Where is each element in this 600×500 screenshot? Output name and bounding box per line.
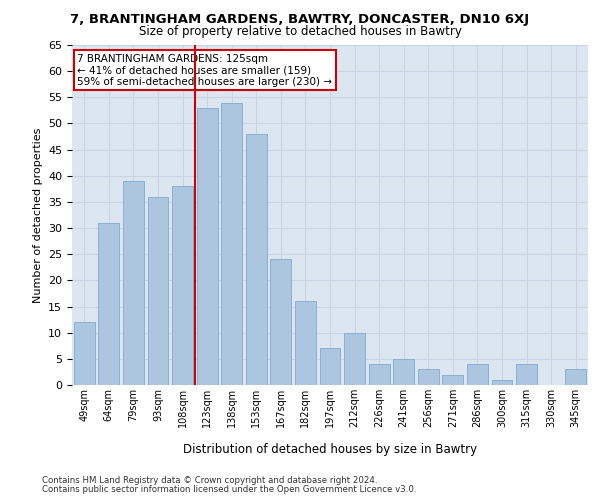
Bar	[320, 348, 340, 385]
Bar	[418, 370, 439, 385]
Y-axis label: Number of detached properties: Number of detached properties	[32, 128, 43, 302]
Bar	[148, 196, 169, 385]
Bar	[123, 181, 144, 385]
Bar	[368, 364, 389, 385]
Text: 7 BRANTINGHAM GARDENS: 125sqm
← 41% of detached houses are smaller (159)
59% of : 7 BRANTINGHAM GARDENS: 125sqm ← 41% of d…	[77, 54, 332, 86]
Text: Distribution of detached houses by size in Bawtry: Distribution of detached houses by size …	[183, 442, 477, 456]
Bar	[74, 322, 95, 385]
Bar	[344, 332, 365, 385]
Bar	[565, 370, 586, 385]
Bar	[393, 359, 414, 385]
Bar	[491, 380, 512, 385]
Bar	[221, 102, 242, 385]
Bar	[467, 364, 488, 385]
Text: 7, BRANTINGHAM GARDENS, BAWTRY, DONCASTER, DN10 6XJ: 7, BRANTINGHAM GARDENS, BAWTRY, DONCASTE…	[70, 12, 530, 26]
Bar	[172, 186, 193, 385]
Bar	[271, 260, 292, 385]
Bar	[516, 364, 537, 385]
Text: Contains HM Land Registry data © Crown copyright and database right 2024.: Contains HM Land Registry data © Crown c…	[42, 476, 377, 485]
Bar	[98, 223, 119, 385]
Text: Contains public sector information licensed under the Open Government Licence v3: Contains public sector information licen…	[42, 485, 416, 494]
Bar	[442, 374, 463, 385]
Bar	[197, 108, 218, 385]
Text: Size of property relative to detached houses in Bawtry: Size of property relative to detached ho…	[139, 25, 461, 38]
Bar	[295, 302, 316, 385]
Bar	[246, 134, 267, 385]
